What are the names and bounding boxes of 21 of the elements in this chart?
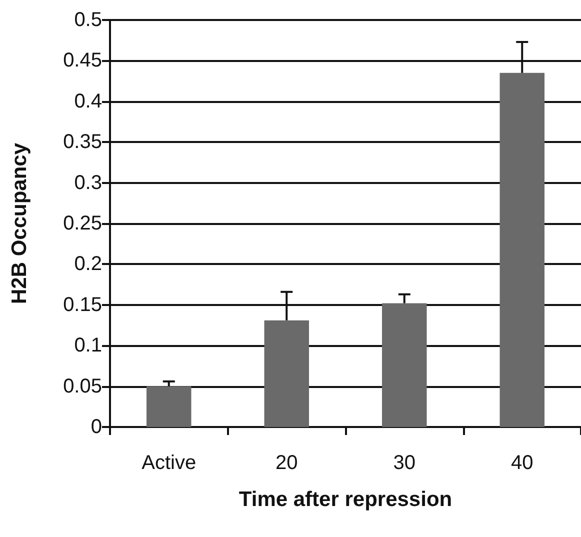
y-tick-label: 0.25 [63,212,102,234]
y-axis-title: H2B Occupancy [8,142,31,304]
y-tick-label: 0.3 [74,172,102,194]
y-tick-label: 0.5 [74,9,102,31]
y-tick-label: 0.05 [63,375,102,398]
bar [264,320,309,427]
bar [500,72,544,427]
x-tick-label: 20 [276,452,298,474]
y-tick-label: 0.4 [74,90,102,112]
bar [146,386,192,427]
y-tick-label: 0.1 [74,334,102,357]
y-tick-label: 0 [90,416,102,438]
x-tick-label: Active [142,452,196,474]
y-tick-label: 0.35 [63,131,102,154]
y-tick-label: 0.45 [63,50,102,72]
bar [382,303,427,427]
y-tick-label: 0.2 [74,253,102,276]
x-axis-title: Time after repression [238,488,452,511]
x-tick-label: 40 [511,452,534,474]
x-tick-label: 30 [393,452,416,474]
y-tick-label: 0.15 [63,294,102,316]
